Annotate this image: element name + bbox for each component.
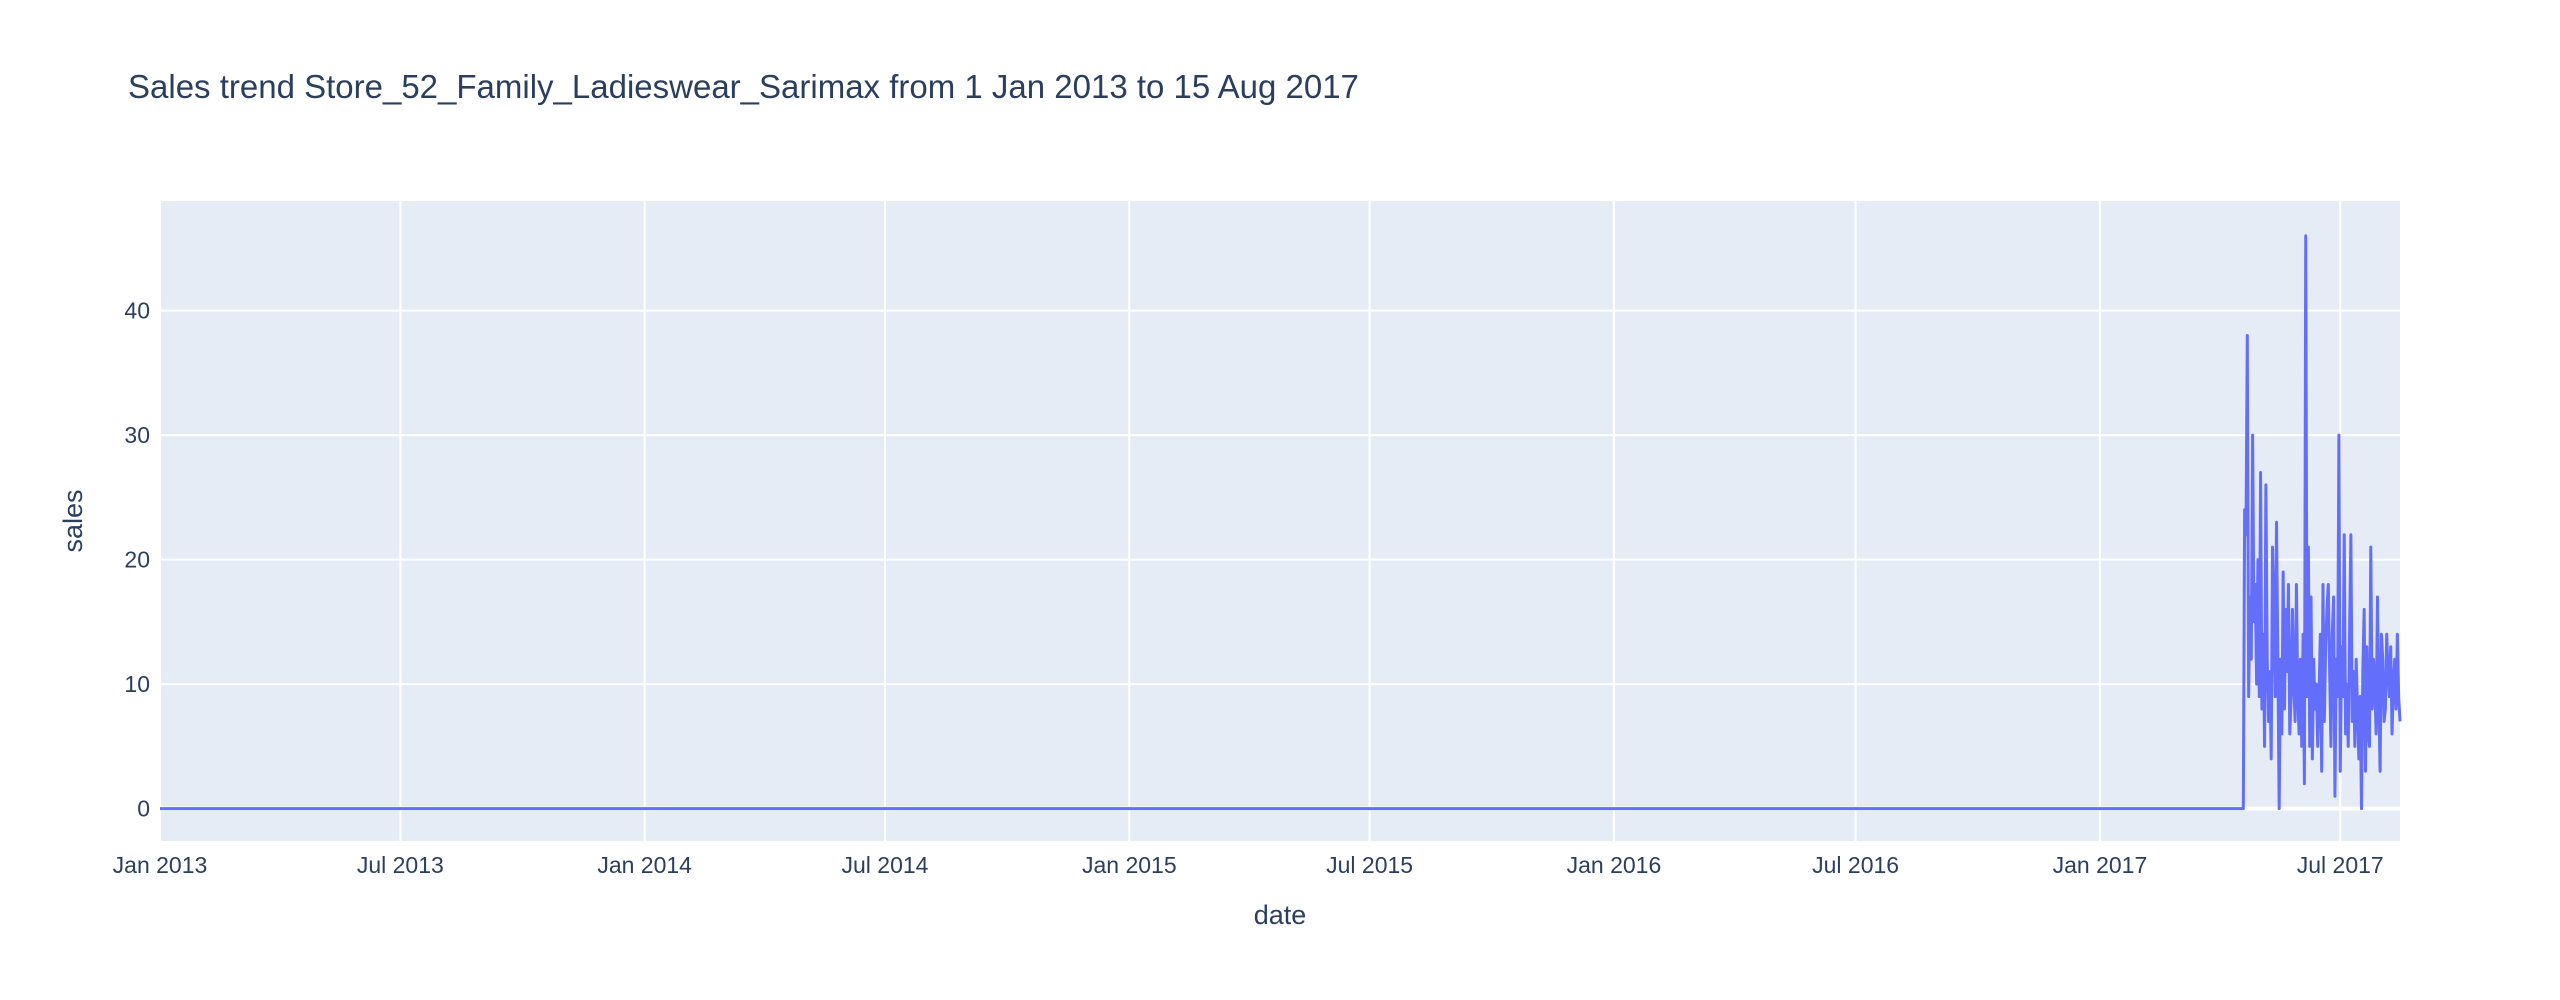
x-tick-label: Jan 2017 [2053,852,2148,878]
x-tick-label: Jan 2014 [597,852,692,878]
chart-title: Sales trend Store_52_Family_Ladieswear_S… [128,68,1359,105]
series-layer [160,234,2402,811]
x-tick-label: Jul 2014 [841,852,928,878]
y-tick-label: 30 [124,422,150,448]
x-tick-label: Jul 2015 [1326,852,1413,878]
y-tick-label: 20 [124,547,150,573]
x-tick-label: Jan 2015 [1082,852,1177,878]
plot-area [160,201,2400,841]
y-tick-label: 40 [124,298,150,324]
x-axis-title: date [1254,900,1307,930]
y-tick-label: 10 [124,671,150,697]
tick-labels: Jan 2013 Jul 2013 Jan 2014 Jul 2014 Jan 2015… [113,298,2384,878]
x-tick-label: Jul 2016 [1812,852,1899,878]
x-tick-label: Jul 2017 [2297,852,2384,878]
x-tick-label: Jan 2016 [1567,852,1662,878]
y-tick-label: 0 [137,796,150,822]
y-axis-title: sales [58,489,88,552]
x-tick-label: Jan 2013 [113,852,208,878]
sales-series-line [160,234,2402,811]
x-tick-label: Jul 2013 [357,852,444,878]
